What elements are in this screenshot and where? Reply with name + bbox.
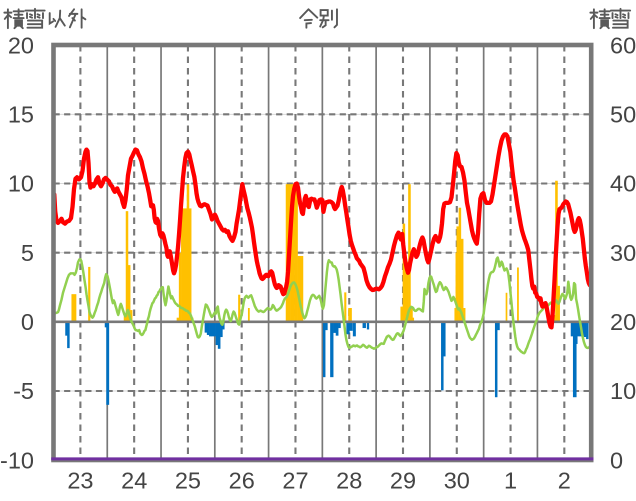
svg-text:1: 1 <box>504 467 517 493</box>
svg-text:23: 23 <box>67 467 93 493</box>
svg-text:15: 15 <box>8 101 34 127</box>
svg-text:50: 50 <box>610 101 636 127</box>
svg-text:20: 20 <box>610 309 636 335</box>
svg-text:60: 60 <box>610 32 636 58</box>
svg-text:27: 27 <box>282 467 308 493</box>
svg-text:2: 2 <box>558 467 571 493</box>
svg-text:25: 25 <box>175 467 201 493</box>
svg-text:-5: -5 <box>13 378 34 404</box>
svg-text:40: 40 <box>610 171 636 197</box>
svg-text:0: 0 <box>21 309 34 335</box>
svg-text:30: 30 <box>610 240 636 266</box>
svg-text:30: 30 <box>444 467 470 493</box>
svg-text:0: 0 <box>610 447 623 473</box>
svg-text:28: 28 <box>336 467 362 493</box>
svg-text:20: 20 <box>8 32 34 58</box>
svg-text:24: 24 <box>121 467 147 493</box>
svg-text:-10: -10 <box>0 447 34 473</box>
svg-text:10: 10 <box>8 171 34 197</box>
svg-text:26: 26 <box>229 467 255 493</box>
svg-text:29: 29 <box>390 467 416 493</box>
svg-text:10: 10 <box>610 378 636 404</box>
svg-text:5: 5 <box>21 240 34 266</box>
